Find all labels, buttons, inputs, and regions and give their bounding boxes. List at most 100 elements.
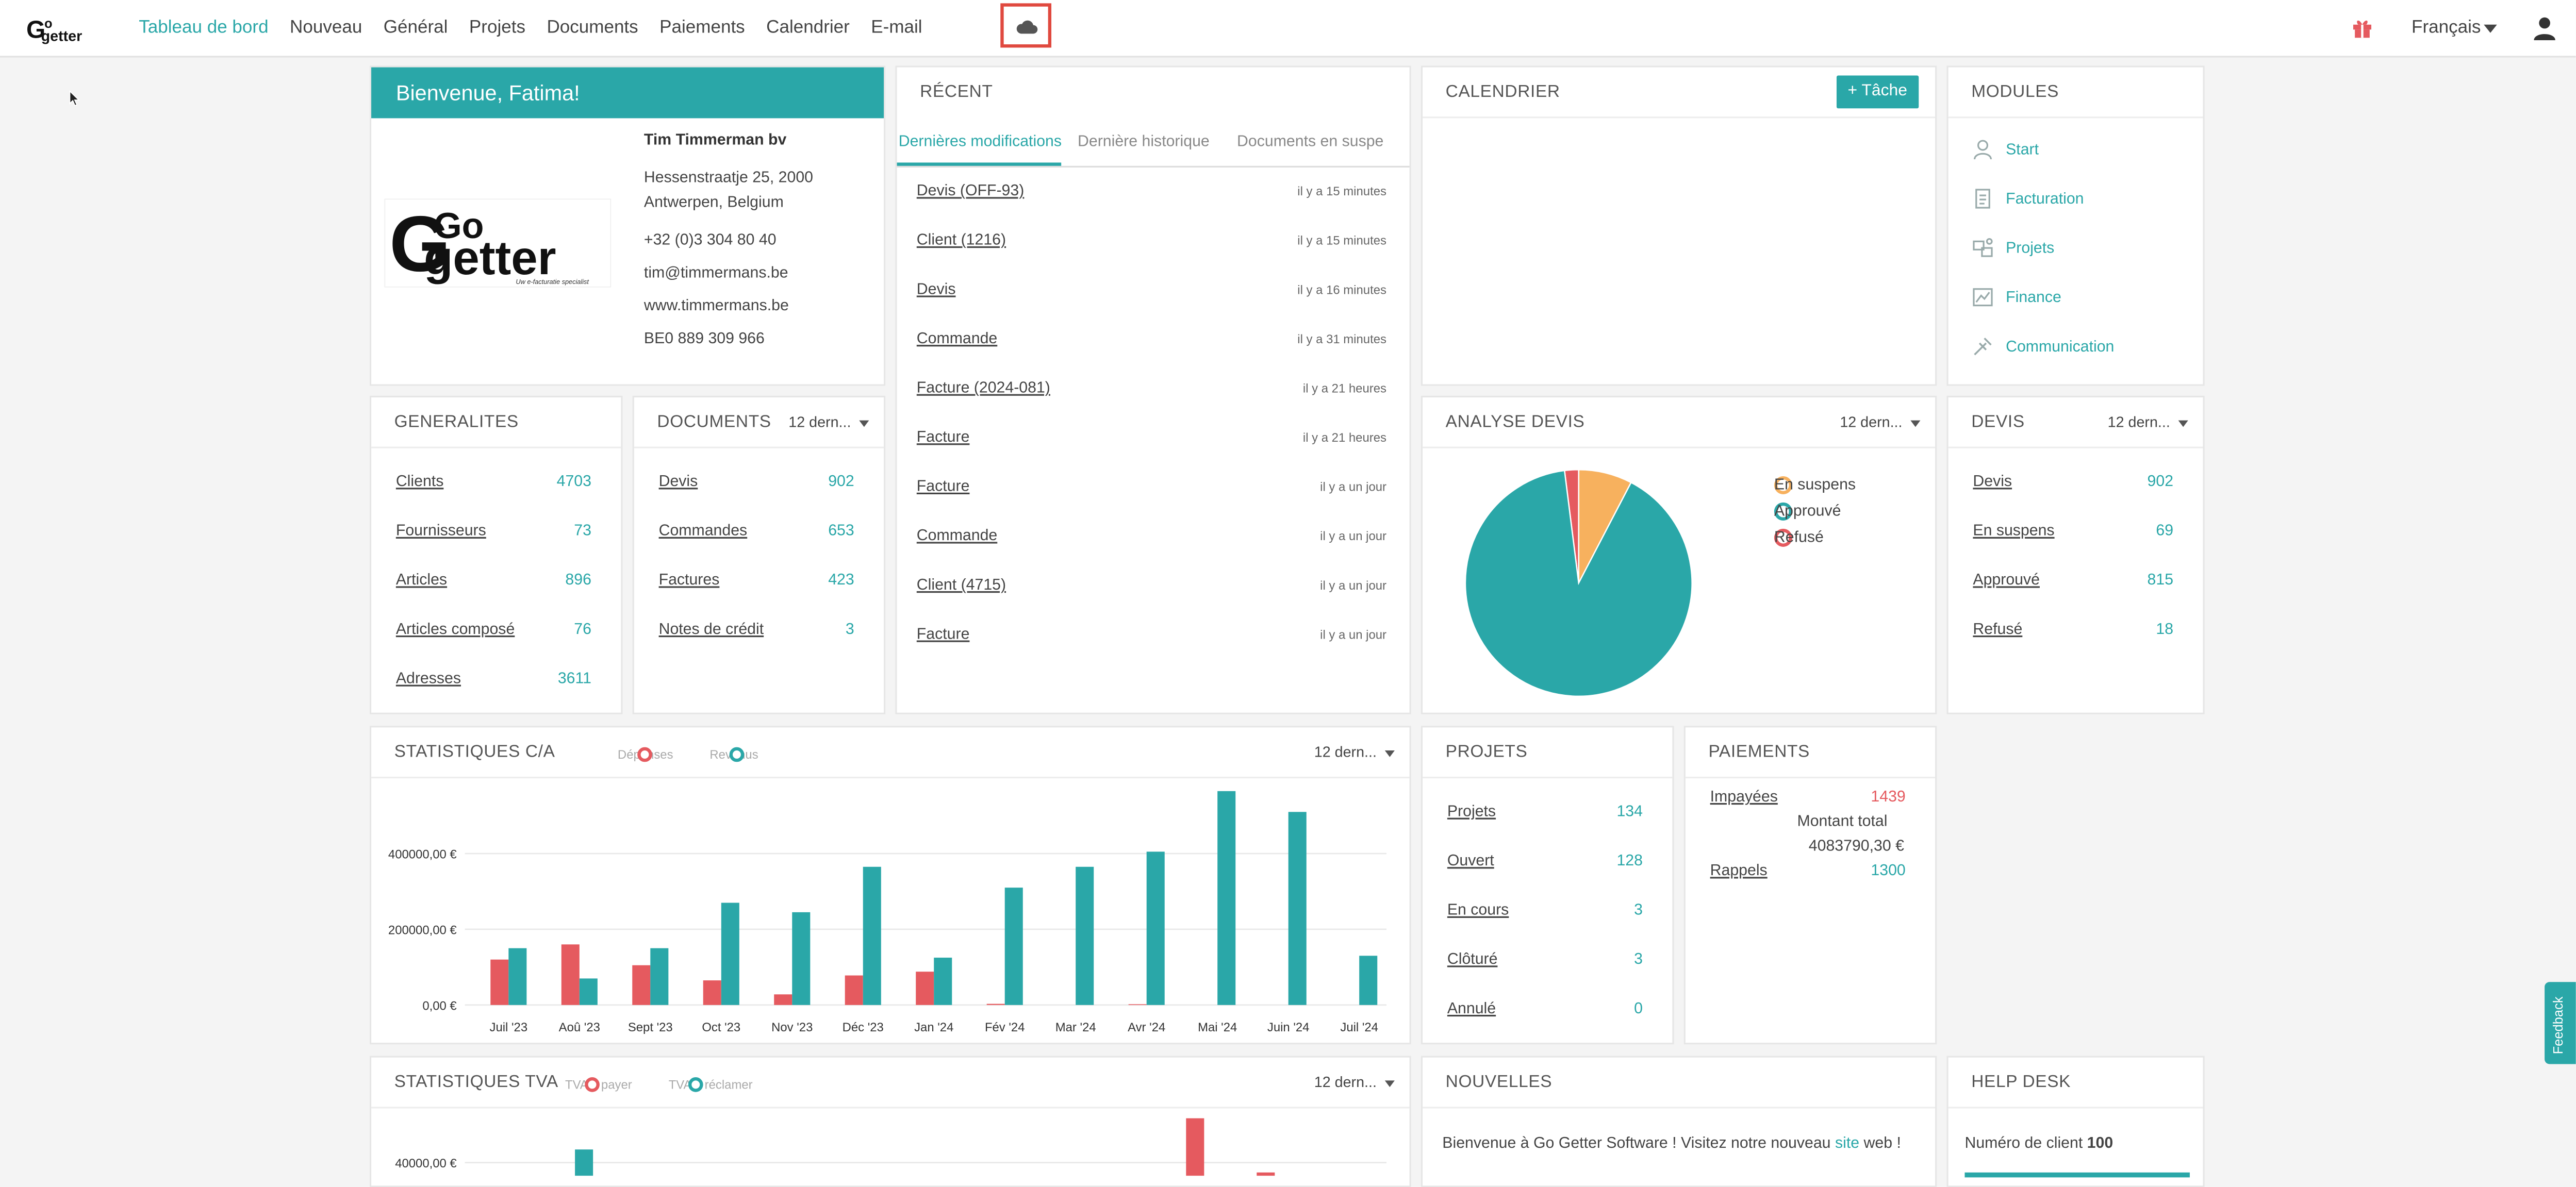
paiements-row-impayees[interactable]: Impayées 1439 [1710,788,1906,807]
projets-row-ouvert[interactable]: Ouvert 128 [1447,852,1643,871]
add-task-button[interactable]: + Tâche [1836,75,1919,109]
devis-row-approuve[interactable]: Approuvé 815 [1973,571,2174,590]
news-site-link[interactable]: site [1835,1134,1860,1153]
paiements-row-rappels[interactable]: Rappels 1300 [1710,862,1906,880]
pie-slice-approuv- [1464,470,1693,697]
nav-calendrier[interactable]: Calendrier [766,18,850,38]
legend-revenus[interactable]: Revenus [709,747,758,762]
modules-header: MODULES [1948,68,2203,119]
recent-item[interactable]: Devis il y a 16 minutes [916,280,1386,299]
analyse-devis-card: ANALYSE DEVIS 12 dern... En suspens Appr… [1421,395,1937,714]
nav-nouveau[interactable]: Nouveau [290,18,362,38]
nav-tableau-de-bord[interactable]: Tableau de bord [139,18,269,38]
news-header: NOUVELLES [1423,1058,1936,1109]
devis-period-dropdown[interactable]: 12 dern... [2107,413,2188,430]
devis-row-en-suspens[interactable]: En suspens 69 [1973,522,2174,541]
devis-title: DEVIS [1971,412,2025,432]
recent-item[interactable]: Facture (2024-081) il y a 21 heures [916,379,1386,398]
x-tick-label: Déc '23 [843,1021,884,1034]
cloud-icon [1016,20,1037,33]
generalites-row-articles[interactable]: Articles 896 [395,571,591,590]
documents-row-notes-de-credit[interactable]: Notes de crédit 3 [658,621,854,639]
generalites-row-fournisseurs[interactable]: Fournisseurs 73 [395,522,591,541]
x-tick-label: Juin '24 [1267,1021,1310,1034]
tab-derniere-historique[interactable]: Dernière historique [1078,133,1210,152]
x-tick-label: Mar '24 [1055,1021,1096,1034]
nav-projets[interactable]: Projets [469,18,526,38]
x-tick-label: Juil '23 [490,1021,528,1034]
user-icon[interactable] [2532,15,2558,49]
documents-header: DOCUMENTS 12 dern... [634,397,884,448]
projets-row-projets[interactable]: Projets 134 [1447,803,1643,821]
nav-documents[interactable]: Documents [547,18,638,38]
tab-dernieres-modifications[interactable]: Dernières modifications [898,133,1062,152]
mouse-cursor-icon [69,86,80,115]
chevron-down-icon[interactable] [2484,24,2497,33]
x-tick-label: Nov '23 [771,1021,813,1034]
devis-row-refuse[interactable]: Refusé 18 [1973,621,2174,639]
documents-row-devis[interactable]: Devis 902 [658,473,854,491]
legend-tva-a-payer[interactable]: TVA à payer [565,1077,632,1092]
nav-paiements[interactable]: Paiements [659,18,745,38]
tab-documents-en-suspens[interactable]: Documents en suspe [1237,133,1384,152]
documents-row-commandes[interactable]: Commandes 653 [658,522,854,541]
paiements-card: PAIEMENTS Impayées 1439 Montant total 408… [1683,726,1937,1045]
devis-row-devis[interactable]: Devis 902 [1973,473,2174,491]
documents-row-factures[interactable]: Factures 423 [658,571,854,590]
communication-icon [1974,338,1992,356]
gogetter-logo[interactable]: G o getter [25,13,110,46]
bar-revenus [1076,866,1094,1005]
feedback-tab[interactable]: Feedback [2545,982,2576,1064]
bar-revenus [1359,956,1378,1005]
stats-ca-period-dropdown[interactable]: 12 dern... [1314,744,1395,761]
bar-revenus [792,912,811,1005]
calendar-card: CALENDRIER + Tâche [1421,65,1937,386]
generalites-row-articles-compose[interactable]: Articles composé 76 [395,621,591,639]
recent-item[interactable]: Client (1216) il y a 15 minutes [916,231,1386,250]
company-address-line2: Antwerpen, Belgium [643,193,784,212]
recent-item[interactable]: Commande il y a 31 minutes [916,330,1386,348]
documents-period-dropdown[interactable]: 12 dern... [788,413,869,430]
y-tick-label: 40000,00 € [395,1157,457,1171]
legend-tva-a-reclamer[interactable]: TVA à réclamer [668,1077,753,1092]
analyse-period-dropdown[interactable]: 12 dern... [1840,413,1921,430]
helpdesk-button[interactable] [1964,1172,2190,1178]
svg-text:getter: getter [424,231,556,285]
x-tick-label: Oct '23 [702,1021,740,1034]
projets-row-cloture[interactable]: Clôturé 3 [1447,950,1643,969]
generalites-row-adresses[interactable]: Adresses 3611 [395,670,591,688]
recent-item[interactable]: Client (4715) il y a un jour [916,576,1386,595]
analyse-devis-pie-chart [1464,469,1693,697]
gift-icon[interactable] [2351,16,2374,48]
company-website: www.timmermans.be [643,297,789,315]
bar-revenus [934,958,952,1005]
recent-item[interactable]: Facture il y a un jour [916,478,1386,496]
language-select[interactable]: Français [2412,18,2481,38]
stats-tva-header: STATISTIQUES TVA TVA à payer TVA à récla… [371,1058,1410,1109]
devis-header: DEVIS 12 dern... [1948,397,2203,448]
stats-tva-title: STATISTIQUES TVA [394,1072,558,1092]
bar-dpenses [490,959,509,1005]
recent-item[interactable]: Facture il y a 21 heures [916,428,1386,447]
legend-depenses[interactable]: Dépenses [618,747,673,762]
generalites-row-clients[interactable]: Clients 4703 [395,473,591,491]
welcome-banner: Bienvenue, Fatima! [371,67,884,119]
modules-title: MODULES [1971,82,2059,102]
svg-text:o: o [44,16,53,31]
recent-item[interactable]: Devis (OFF-93) il y a 15 minutes [916,182,1386,200]
nav-email[interactable]: E-mail [871,18,922,38]
recent-item[interactable]: Facture il y a un jour [916,625,1386,644]
projets-row-annule[interactable]: Annulé 0 [1447,1000,1643,1018]
bar-revenus [508,948,527,1005]
recent-item[interactable]: Commande il y a un jour [916,527,1386,545]
stats-ca-header: STATISTIQUES C/A Dépenses Revenus 12 der… [371,727,1410,779]
stats-tva-period-dropdown[interactable]: 12 dern... [1314,1074,1395,1091]
welcome-card: Bienvenue, Fatima! G Go getter Uw e-fact… [369,65,886,386]
nav-general[interactable]: Général [383,18,448,38]
cloud-button[interactable] [1000,3,1052,48]
finance-icon [1973,288,1993,307]
projets-row-en-cours[interactable]: En cours 3 [1447,901,1643,920]
analyse-devis-title: ANALYSE DEVIS [1445,412,1585,432]
helpdesk-title: HELP DESK [1971,1072,2071,1092]
stats-tva-bar-chart: 40000,00 € [395,1118,1386,1176]
